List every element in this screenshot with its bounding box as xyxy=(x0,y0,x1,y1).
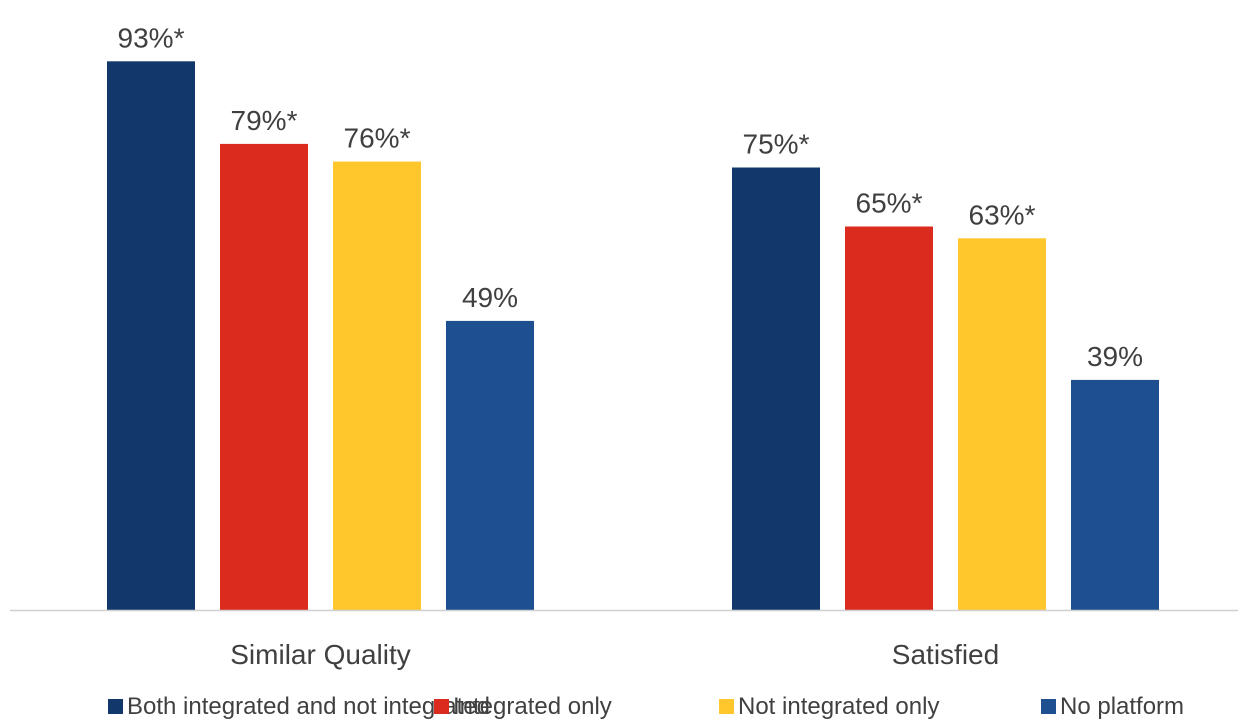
category-label-0: Similar Quality xyxy=(230,639,410,670)
bar-1-2 xyxy=(958,238,1046,611)
data-label-0-1: 79%* xyxy=(231,105,298,136)
bar-1-0 xyxy=(732,167,820,610)
data-label-1-3: 39% xyxy=(1087,341,1143,372)
data-label-1-1: 65%* xyxy=(856,188,923,219)
bar-1-3 xyxy=(1071,379,1159,610)
data-label-0-2: 76%* xyxy=(344,123,411,154)
legend-label-1: Integrated only xyxy=(453,693,612,720)
legend-swatch-3 xyxy=(1041,699,1056,714)
data-label-1-2: 63%* xyxy=(969,199,1036,230)
legend-label-3: No platform xyxy=(1060,693,1184,720)
bar-0-0 xyxy=(107,61,195,611)
legend-swatch-2 xyxy=(719,699,734,714)
legend-label-0: Both integrated and not integrated xyxy=(127,693,490,720)
bars-layer xyxy=(107,61,1159,611)
data-label-0-0: 93%* xyxy=(118,22,185,53)
legend: Both integrated and not integratedIntegr… xyxy=(108,693,1184,720)
bar-1-1 xyxy=(845,226,933,610)
data-labels-layer: 93%* 79%* 76%* 49% 75%* 65%* 63%* 39% xyxy=(118,22,1143,372)
legend-swatch-1 xyxy=(434,699,449,714)
bar-0-1 xyxy=(220,143,308,610)
data-label-0-3: 49% xyxy=(462,282,518,313)
legend-swatch-0 xyxy=(108,699,123,714)
data-label-1-0: 75%* xyxy=(743,129,810,160)
category-labels-layer: Similar Quality Satisfied xyxy=(230,639,999,670)
category-label-1: Satisfied xyxy=(892,639,999,670)
bar-0-3 xyxy=(446,320,534,610)
bar-0-2 xyxy=(333,161,421,610)
legend-label-2: Not integrated only xyxy=(738,693,939,720)
